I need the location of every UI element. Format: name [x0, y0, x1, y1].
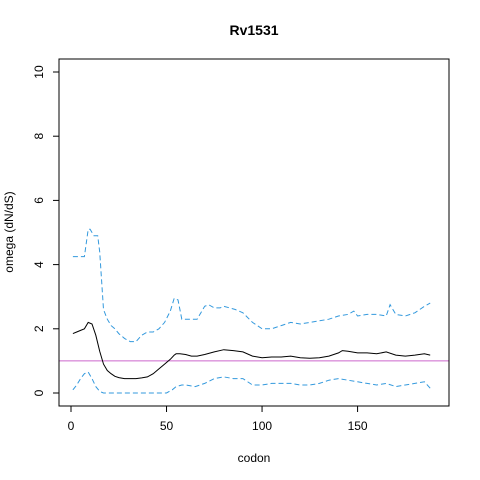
y-axis-title: omega (dN/dS) [2, 191, 16, 272]
plot-frame [58, 58, 450, 407]
series-line-lower [72, 371, 431, 394]
y-tick-label: 2 [32, 325, 46, 332]
chart-title: Rv1531 [229, 22, 278, 38]
x-axis-title: codon [238, 451, 271, 465]
x-tick-label: 50 [160, 419, 174, 433]
y-tick-label: 0 [32, 389, 46, 396]
y-tick-label: 8 [32, 133, 46, 140]
series-line-estimate [72, 321, 431, 380]
axes: 0 50 100 150 0 2 4 6 8 10 [32, 65, 368, 433]
x-tick-label: 100 [252, 419, 272, 433]
y-tick-label: 4 [32, 261, 46, 268]
y-tick-label: 6 [32, 197, 46, 204]
plot-area [59, 228, 449, 394]
series-line-upper [72, 228, 431, 343]
x-tick-label: 150 [348, 419, 368, 433]
y-tick-label: 10 [32, 65, 46, 79]
x-tick-label: 0 [68, 419, 75, 433]
